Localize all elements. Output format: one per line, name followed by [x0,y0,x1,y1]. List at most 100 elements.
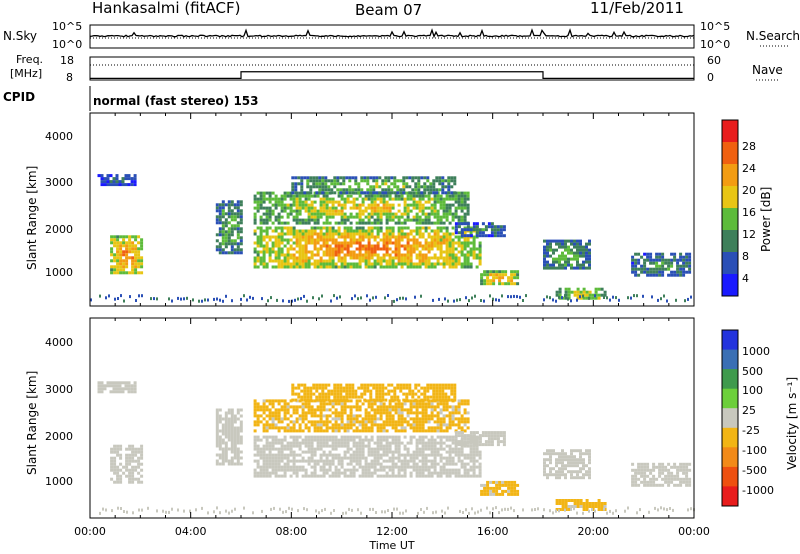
scatter-cell-2 [233,215,237,219]
scatter-cell-3 [451,405,455,409]
scatter-cell-4 [280,468,284,472]
scatter-cell-3 [463,215,467,219]
scatter-cell-4 [340,435,344,439]
scatter-cell-4 [301,456,305,460]
scatter-cell-4 [349,238,353,242]
scatter-cell-4 [379,465,383,469]
scatter-cell-10 [634,252,638,256]
scatter-cell-5 [438,386,442,390]
scatter-cell-5 [348,389,352,393]
scatter-cell-4 [454,462,458,466]
scatter-cell-10 [649,483,653,487]
scatter-cell-4 [469,247,473,251]
scatter-cell-3 [328,221,332,225]
scatter-cell-3 [370,194,374,198]
scatter-cell-5 [339,386,343,390]
scatter-cell-8 [546,251,549,255]
scatter-cell-4 [394,241,398,245]
scatter-cell-0 [116,450,120,454]
scatter-cell-10 [682,264,686,268]
scatter-cell-4 [478,450,482,454]
scatter-cell-3 [367,429,371,433]
scatter-cell-4 [391,256,395,260]
scatter-cell-0 [122,253,126,257]
scatter-cell-5 [453,383,457,387]
scatter-cell-2 [221,224,225,228]
scatter-cell-5 [441,185,445,189]
clutter-cell [453,299,455,303]
scatter-cell-5 [342,176,346,180]
scatter-cell-3 [430,411,434,415]
scatter-cell-4 [319,247,323,251]
scatter-cell-4 [391,471,395,475]
scatter-cell-4 [397,226,401,230]
scatter-cell-4 [304,441,308,445]
scatter-cell-5 [402,191,406,195]
scatter-cell-8 [549,470,552,474]
scatter-cell-0 [110,250,114,254]
scatter-cell-5 [423,386,427,390]
scatter-cell-10 [643,468,647,472]
scatter-cell-5 [372,398,376,402]
scatter-cell-0 [119,235,123,239]
scatter-cell-3 [460,203,464,207]
scatter-cell-3 [253,420,257,424]
scatter-cell-8 [582,464,585,468]
scatter-cell-5 [387,389,391,393]
power-cbar-swatch-3 [722,186,738,209]
scatter-cell-3 [307,203,311,207]
scatter-cell-4 [307,265,311,269]
clutter-cell [402,296,404,300]
scatter-cell-0 [119,271,123,275]
scatter-cell-3 [433,414,437,418]
scatter-cell-4 [292,468,296,472]
scatter-cell-3 [337,414,341,418]
scatter-cell-4 [268,253,272,257]
scatter-cell-6 [483,486,487,490]
scatter-cell-5 [360,392,364,396]
scatter-cell-4 [352,229,356,233]
scatter-cell-4 [268,435,272,439]
clutter-cell [555,299,557,303]
scatter-cell-4 [352,250,356,254]
scatter-cell-9 [591,296,595,300]
power-cbar-swatch-1 [722,142,738,165]
scatter-cell-2 [233,441,237,445]
scatter-cell-3 [436,200,440,204]
scatter-cell-10 [679,270,683,274]
scatter-cell-5 [348,179,352,183]
scatter-cell-5 [309,395,313,399]
scatter-cell-4 [322,235,326,239]
scatter-cell-10 [682,462,686,466]
scatter-cell-4 [448,438,452,442]
scatter-cell-2 [239,212,243,216]
scatter-cell-4 [433,441,437,445]
scatter-cell-7 [502,225,506,229]
scatter-cell-4 [415,453,419,457]
scatter-cell-10 [658,255,662,259]
scatter-cell-0 [140,447,144,451]
scatter-cell-4 [397,235,401,239]
scatter-cell-4 [256,435,260,439]
scatter-cell-4 [466,444,470,448]
scatter-cell-0 [116,235,120,239]
scatter-cell-4 [451,232,455,236]
scatter-cell-10 [652,261,656,265]
scatter-cell-4 [295,453,299,457]
scatter-cell-5 [366,176,370,180]
scatter-cell-1 [127,381,131,385]
clutter-cell [654,506,656,510]
scatter-cell-3 [397,405,401,409]
scatter-cell-4 [319,441,323,445]
scatter-cell-2 [224,450,228,454]
scatter-cell-4 [313,238,317,242]
scatter-cell-4 [277,438,281,442]
scatter-cell-3 [442,209,446,213]
scatter-cell-2 [221,450,225,454]
scatter-cell-8 [579,467,582,471]
scatter-cell-3 [259,414,263,418]
scatter-cell-3 [265,423,269,427]
clutter-cell [306,299,308,303]
scatter-cell-10 [670,252,674,256]
scatter-cell-4 [406,238,410,242]
